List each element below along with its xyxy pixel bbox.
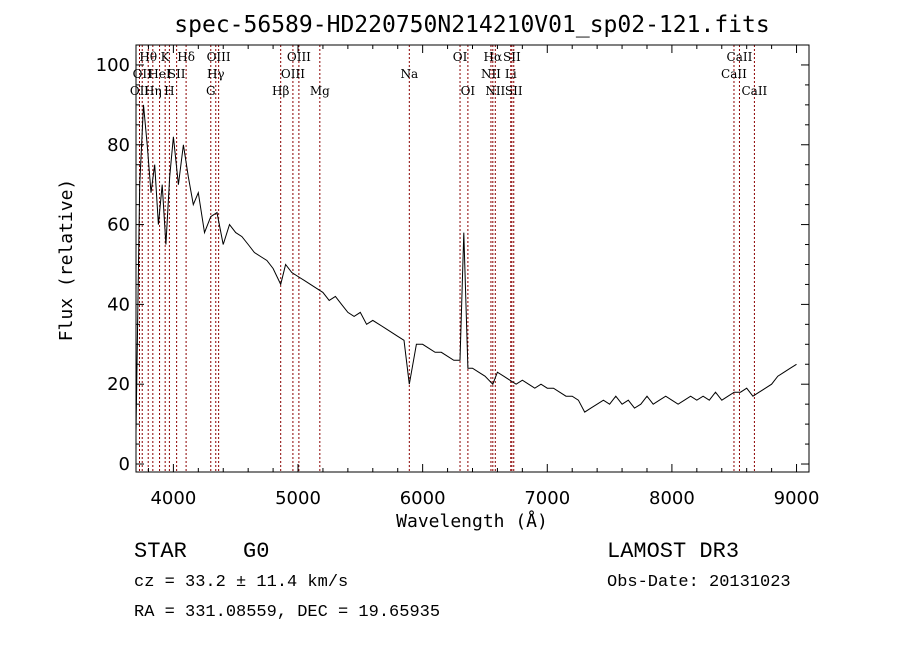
spectral-line-label: Hα	[484, 50, 503, 64]
y-tick-label: 60	[107, 215, 130, 236]
flux-series-line	[135, 104, 797, 433]
y-tick-label: 80	[107, 135, 130, 156]
spectral-line-markers	[138, 45, 755, 472]
x-tick-label: 8000	[649, 488, 695, 509]
x-tick-label: 5000	[275, 488, 321, 509]
redshift-cz: cz = 33.2 ± 11.4 km/s	[134, 573, 349, 592]
y-tick-label: 40	[107, 294, 130, 315]
spectral-line-label: OI	[453, 50, 468, 64]
x-axis-label: Wavelength (Å)	[396, 510, 548, 532]
spectral-line-label: NII	[481, 67, 501, 81]
spectral-line-label: CaII	[727, 50, 753, 64]
x-tick-label: 9000	[774, 488, 820, 509]
y-axis-label: Flux (relative)	[56, 179, 77, 342]
spectral-line-label: Mg	[310, 84, 330, 98]
spectral-line-label: H	[164, 84, 174, 98]
spectral-line-label: OII	[130, 84, 150, 98]
plot-frame	[135, 44, 810, 473]
y-tick-label: 100	[96, 55, 130, 76]
spectral-line-label: K	[161, 50, 171, 64]
spectral-line-label: Hβ	[272, 84, 289, 98]
y-tick-label: 0	[119, 454, 130, 475]
spectral-line-label: Hθ	[139, 50, 157, 64]
spectral-line-label: Na	[400, 67, 418, 81]
spectral-line-label: SII	[503, 50, 521, 64]
subclass: G0	[243, 539, 270, 564]
chart-title: spec-56589-HD220750N214210V01_sp02-121.f…	[174, 12, 769, 38]
spectral-line-label: OI	[461, 84, 476, 98]
spectral-line-label: OIII	[207, 50, 231, 64]
spectral-line-label: NII	[485, 84, 505, 98]
spectral-line-label: SII	[168, 67, 186, 81]
spectral-line-label: OIII	[281, 67, 305, 81]
spectral-line-labels: OII OII Hθ Hη HeI K H SII Hδ G Hγ OIII Hβ OIII OIII Mg N…	[130, 50, 768, 98]
spectral-line-label: Hδ	[177, 50, 195, 64]
x-tick-label: 4000	[150, 488, 196, 509]
spectral-line-label: Hη	[144, 84, 162, 98]
spectral-line-label: CaII	[741, 84, 767, 98]
coordinates: RA = 331.08559, DEC = 19.65935	[134, 603, 441, 622]
spectral-line-label: Li	[505, 67, 517, 81]
axis-ticks: 4000 5000 6000 7000 8000 9000 0 20 40 60 80 100	[96, 45, 820, 509]
x-tick-label: 7000	[524, 488, 570, 509]
spectral-line-label: OIII	[287, 50, 311, 64]
spectral-line-label: OII	[133, 67, 153, 81]
x-tick-label: 6000	[400, 488, 446, 509]
spectral-line-label: HeI	[148, 67, 171, 81]
spectral-line-label: Hγ	[207, 67, 225, 81]
spectral-line-label: G	[206, 84, 216, 98]
spectral-line-label: CaII	[721, 67, 747, 81]
obs-date: Obs-Date: 20131023	[607, 573, 791, 592]
y-tick-label: 20	[107, 374, 130, 395]
spectral-line-label: SII	[505, 84, 523, 98]
object-type: STAR	[134, 539, 187, 564]
survey-name: LAMOST DR3	[607, 539, 740, 564]
